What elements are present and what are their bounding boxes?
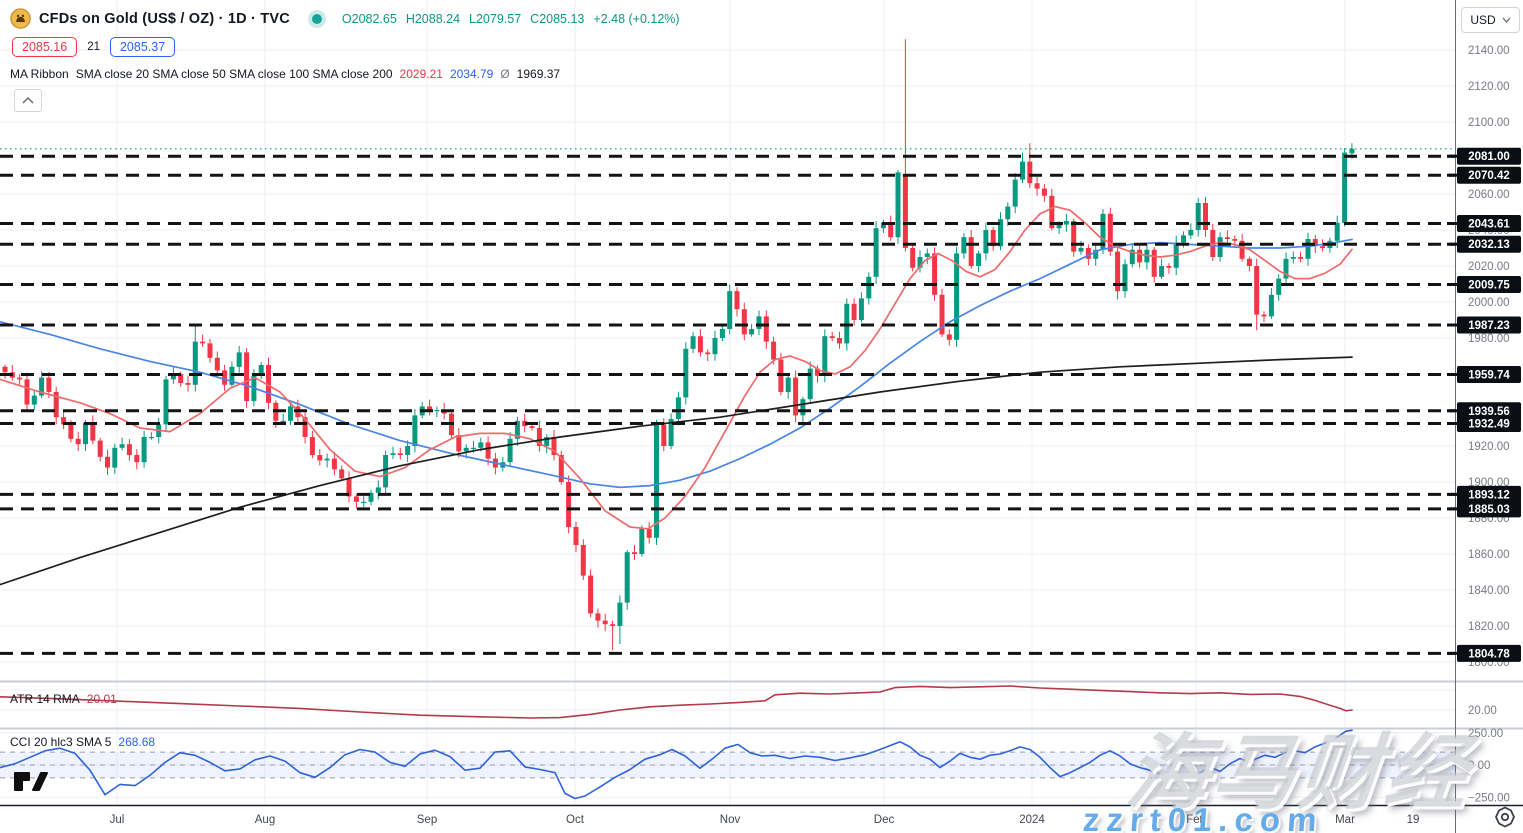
- svg-text:Jul: Jul: [110, 814, 125, 826]
- sma50-line: [0, 238, 1353, 489]
- svg-text:2020.00: 2020.00: [1468, 261, 1510, 273]
- symbol-row: CFDs on Gold (US$ / OZ) · 1D · TVC O2082…: [10, 8, 680, 29]
- ask-button[interactable]: 2085.37: [109, 37, 176, 57]
- axis-settings-gear-icon[interactable]: [1494, 806, 1516, 833]
- svg-text:−250.00: −250.00: [1468, 792, 1510, 804]
- svg-text:2000.00: 2000.00: [1468, 297, 1510, 309]
- gold-symbol-icon: [10, 8, 31, 29]
- cci-line: [0, 729, 1353, 800]
- cci-label[interactable]: CCI 20 hlc3 SMA 5: [10, 735, 112, 749]
- svg-text:Feb: Feb: [1186, 814, 1206, 826]
- svg-text:2024: 2024: [1019, 814, 1045, 826]
- svg-text:1893.12: 1893.12: [1468, 489, 1510, 501]
- svg-text:1987.23: 1987.23: [1468, 320, 1510, 332]
- atr-value: 20.01: [86, 692, 117, 706]
- close-value: C2085.13: [530, 11, 585, 26]
- gridlines: [0, 0, 1455, 805]
- tradingview-logo[interactable]: [13, 771, 49, 797]
- atr-label[interactable]: ATR 14 RMA: [10, 692, 80, 706]
- open-value: O2082.65: [341, 11, 397, 26]
- cci-pane-label[interactable]: CCI 20 hlc3 SMA 5 268.68: [10, 735, 155, 749]
- high-value: H2088.24: [405, 11, 461, 26]
- atr-pane-label[interactable]: ATR 14 RMA 20.01: [10, 692, 117, 706]
- sma50-value: 2034.79: [449, 67, 494, 81]
- svg-text:1860.00: 1860.00: [1468, 549, 1510, 561]
- price-level-lines[interactable]: [0, 154, 1455, 655]
- svg-text:2100.00: 2100.00: [1468, 117, 1510, 129]
- svg-text:1804.78: 1804.78: [1468, 648, 1510, 660]
- time-axis-labels: Jul Aug Sep Oct Nov Dec 2024 Feb Mar 19: [110, 814, 1420, 826]
- svg-text:2081.00: 2081.00: [1468, 151, 1510, 163]
- svg-text:2070.42: 2070.42: [1468, 170, 1510, 182]
- spread-value: 21: [87, 41, 100, 53]
- bid-button[interactable]: 2085.16: [12, 37, 78, 57]
- ohlc-values: O2082.65 H2088.24 L2079.57 C2085.13 +2.4…: [342, 12, 680, 26]
- currency-value: USD: [1470, 13, 1496, 27]
- cci-value: 268.68: [118, 735, 156, 749]
- sma20-line: [0, 205, 1353, 530]
- chevron-down-icon: [1502, 17, 1511, 23]
- price-level-badges: 2081.00 2070.42 2043.61 2032.13 2009.75 1987.…: [1447, 147, 1521, 662]
- svg-text:2120.00: 2120.00: [1468, 81, 1510, 93]
- svg-text:19: 19: [1407, 814, 1420, 826]
- symbol-title[interactable]: CFDs on Gold (US$ / OZ) · 1D · TVC: [39, 10, 290, 27]
- svg-text:1980.00: 1980.00: [1468, 333, 1510, 345]
- sma100-hidden-value: Ø: [500, 67, 510, 81]
- svg-text:Dec: Dec: [874, 814, 895, 826]
- svg-text:2043.61: 2043.61: [1468, 219, 1510, 231]
- svg-text:2032.13: 2032.13: [1468, 239, 1510, 251]
- svg-text:1959.74: 1959.74: [1468, 370, 1510, 382]
- currency-dropdown[interactable]: USD: [1461, 7, 1520, 33]
- sma200-value: 1969.37: [516, 67, 561, 81]
- tradingview-logo-icon: [14, 772, 48, 791]
- svg-text:20.00: 20.00: [1468, 705, 1497, 717]
- svg-text:1840.00: 1840.00: [1468, 585, 1510, 597]
- low-value: L2079.57: [469, 11, 522, 26]
- sma20-value: 2029.21: [399, 67, 443, 81]
- svg-text:Nov: Nov: [720, 814, 741, 826]
- svg-text:1932.49: 1932.49: [1468, 419, 1510, 431]
- svg-text:Aug: Aug: [255, 814, 275, 826]
- svg-text:2140.00: 2140.00: [1468, 45, 1510, 57]
- sma200-line: [0, 356, 1353, 586]
- time-axis[interactable]: [0, 806, 1523, 833]
- svg-text:1820.00: 1820.00: [1468, 621, 1510, 633]
- svg-text:1939.56: 1939.56: [1468, 406, 1510, 418]
- collapse-pane-button[interactable]: [14, 89, 42, 112]
- atr-line: [0, 685, 1353, 719]
- market-status-icon[interactable]: [311, 13, 322, 24]
- svg-text:0.00: 0.00: [1468, 760, 1490, 772]
- quote-row: 2085.16 21 2085.37: [12, 37, 176, 57]
- svg-text:2009.75: 2009.75: [1468, 280, 1510, 292]
- pane-separators[interactable]: [0, 680, 1523, 730]
- cci-band: [0, 751, 1455, 779]
- chevron-up-icon: [22, 97, 34, 104]
- indicator-params: SMA close 20 SMA close 50 SMA close 100 …: [75, 67, 393, 81]
- svg-text:Oct: Oct: [566, 814, 585, 826]
- candles: [2, 39, 1355, 651]
- svg-text:2060.00: 2060.00: [1468, 189, 1510, 201]
- svg-text:Mar: Mar: [1335, 814, 1355, 826]
- indicator-row[interactable]: MA Ribbon SMA close 20 SMA close 50 SMA …: [10, 67, 560, 81]
- indicator-name[interactable]: MA Ribbon: [10, 67, 69, 81]
- change-value: +2.48 (+0.12%): [593, 11, 680, 26]
- svg-text:1920.00: 1920.00: [1468, 441, 1510, 453]
- svg-text:Sep: Sep: [417, 814, 437, 826]
- svg-text:250.00: 250.00: [1468, 728, 1503, 740]
- svg-text:1885.03: 1885.03: [1468, 504, 1510, 516]
